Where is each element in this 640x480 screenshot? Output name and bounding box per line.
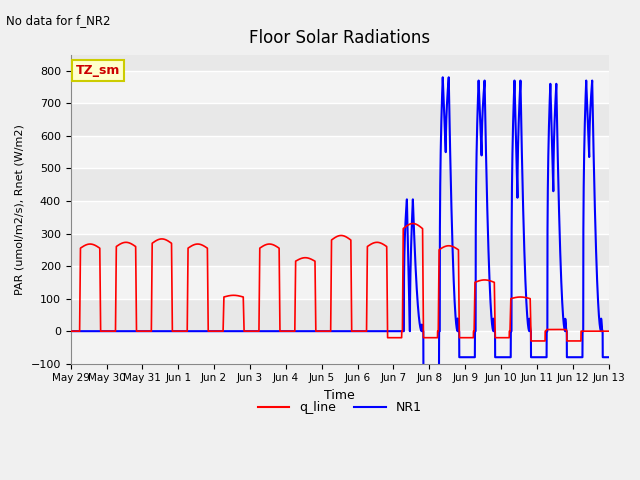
Bar: [70, 71, 609, 103]
NR1: [419, 367, 427, 373]
NR1: [471, 328, 479, 334]
NR1: [439, 74, 447, 80]
q_line: [527, 338, 535, 344]
Bar: [70, 201, 609, 234]
Bar: [70, 331, 609, 364]
q_line: [506, 312, 514, 318]
Legend: q_line, NR1: q_line, NR1: [253, 396, 427, 420]
Bar: [70, 266, 609, 299]
Line: q_line: q_line: [70, 224, 609, 341]
q_line: [409, 221, 417, 227]
NR1: [499, 354, 507, 360]
q_line: [605, 328, 612, 334]
NR1: [506, 354, 514, 360]
Title: Floor Solar Radiations: Floor Solar Radiations: [249, 29, 430, 48]
q_line: [471, 279, 479, 285]
q_line: [95, 245, 102, 251]
Text: TZ_sm: TZ_sm: [76, 64, 120, 77]
NR1: [410, 229, 418, 235]
NR1: [95, 328, 102, 334]
q_line: [410, 221, 418, 227]
Line: NR1: NR1: [70, 77, 609, 370]
X-axis label: Time: Time: [324, 389, 355, 402]
NR1: [605, 354, 612, 360]
q_line: [67, 328, 74, 334]
Text: No data for f_NR2: No data for f_NR2: [6, 14, 111, 27]
NR1: [67, 328, 74, 334]
q_line: [486, 278, 493, 284]
q_line: [499, 335, 507, 341]
NR1: [486, 279, 493, 285]
Y-axis label: PAR (umol/m2/s), Rnet (W/m2): PAR (umol/m2/s), Rnet (W/m2): [15, 124, 25, 295]
Bar: [70, 136, 609, 168]
